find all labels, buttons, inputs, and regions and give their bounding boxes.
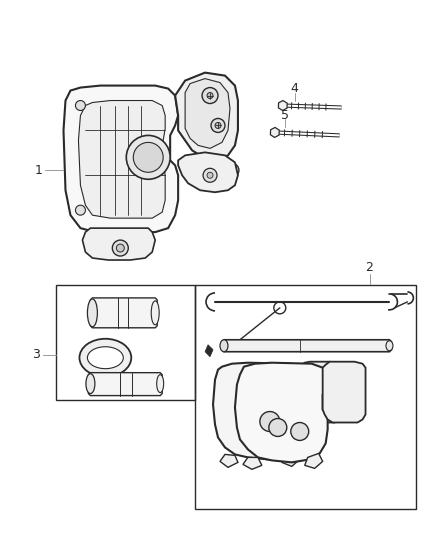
Circle shape — [229, 167, 235, 173]
Circle shape — [126, 135, 170, 179]
Bar — [195, 285, 417, 509]
Polygon shape — [282, 453, 300, 466]
Ellipse shape — [151, 301, 159, 325]
Ellipse shape — [86, 374, 95, 393]
Polygon shape — [90, 298, 157, 328]
Text: 3: 3 — [32, 348, 39, 361]
Bar — [56, 285, 195, 400]
Circle shape — [112, 240, 128, 256]
Ellipse shape — [157, 375, 164, 393]
Polygon shape — [279, 101, 287, 110]
Circle shape — [203, 168, 217, 182]
Polygon shape — [243, 457, 262, 470]
Polygon shape — [64, 86, 178, 232]
Polygon shape — [300, 362, 342, 423]
Text: 5: 5 — [281, 109, 289, 122]
Circle shape — [211, 118, 225, 132]
Ellipse shape — [88, 299, 97, 327]
Circle shape — [238, 408, 258, 427]
Circle shape — [202, 87, 218, 103]
Polygon shape — [222, 340, 392, 352]
Circle shape — [225, 163, 239, 177]
Polygon shape — [175, 72, 238, 158]
Polygon shape — [323, 362, 366, 423]
Circle shape — [117, 244, 124, 252]
Ellipse shape — [88, 347, 124, 369]
Ellipse shape — [386, 341, 393, 351]
Polygon shape — [220, 455, 238, 467]
Circle shape — [260, 411, 280, 432]
Circle shape — [291, 423, 309, 440]
Circle shape — [207, 93, 213, 99]
Polygon shape — [82, 228, 155, 260]
Text: 2: 2 — [366, 262, 374, 274]
Circle shape — [75, 101, 85, 110]
Polygon shape — [305, 454, 323, 469]
Polygon shape — [88, 373, 162, 395]
Text: 1: 1 — [35, 164, 42, 177]
Circle shape — [215, 123, 221, 128]
Ellipse shape — [220, 340, 228, 352]
Circle shape — [269, 418, 287, 437]
Polygon shape — [185, 78, 230, 148]
Circle shape — [75, 205, 85, 215]
Text: 4: 4 — [291, 82, 299, 95]
Polygon shape — [205, 345, 213, 357]
Circle shape — [207, 172, 213, 178]
Polygon shape — [178, 152, 238, 192]
Polygon shape — [213, 362, 305, 459]
Polygon shape — [235, 362, 328, 462]
Circle shape — [133, 142, 163, 172]
Polygon shape — [270, 127, 279, 138]
Polygon shape — [78, 101, 165, 218]
Ellipse shape — [79, 339, 131, 377]
